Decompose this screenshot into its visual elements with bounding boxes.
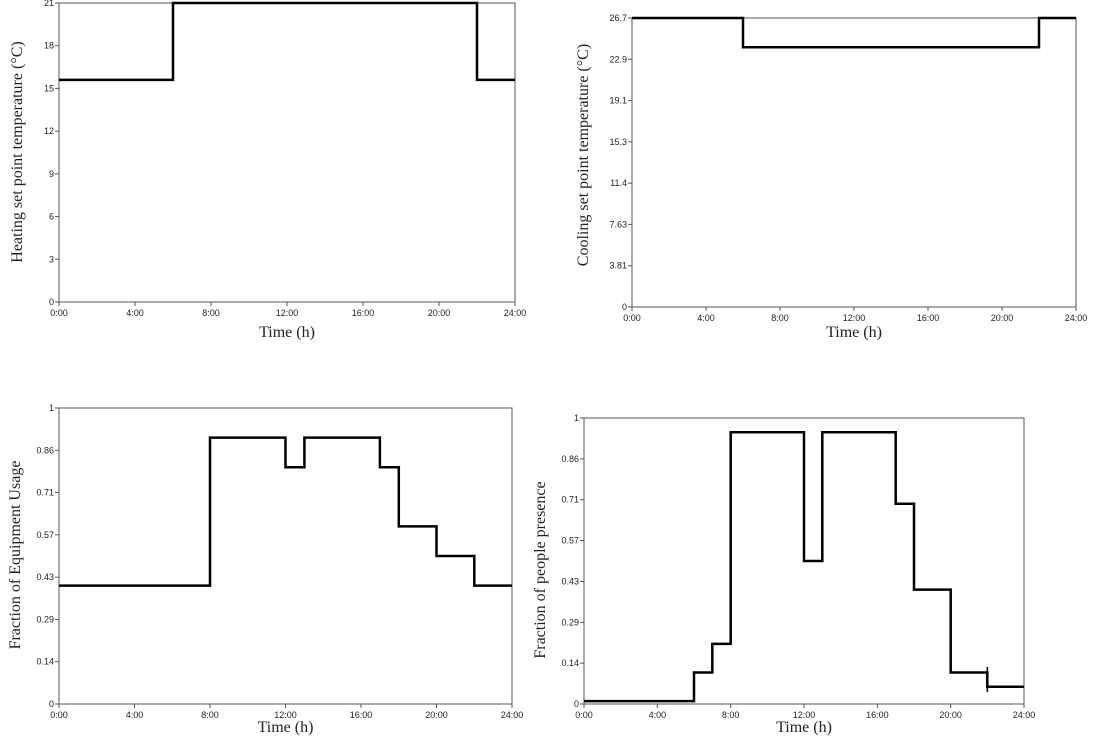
y-tick-label: 7.63 (609, 219, 627, 229)
y-tick-label: 3.81 (609, 261, 627, 271)
y-tick-label: 12 (44, 126, 54, 136)
y-tick-label: 0.43 (36, 572, 54, 582)
y-tick-label: 0.29 (561, 617, 579, 627)
y-tick-label: 0 (49, 297, 54, 307)
y-tick-label: 0 (574, 699, 579, 709)
x-tick-label: 24:00 (504, 308, 527, 318)
x-tick-label: 12:00 (843, 313, 866, 323)
y-tick-label: 0.86 (561, 454, 579, 464)
plot-frame (631, 17, 1077, 308)
y-tick-label: 0.57 (36, 530, 54, 540)
x-tick-label: 20:00 (425, 710, 448, 720)
y-axis-title: Fraction of people presence (532, 481, 549, 658)
chart-2: 0:00 4:00 8:00 12:00 16:00 20:00 24:00 0 3.81 7.6… (575, 13, 1087, 341)
x-tick-label: 0:00 (575, 710, 593, 720)
x-tick-label: 4:00 (126, 308, 144, 318)
y-tick-label: 0.86 (36, 445, 54, 455)
x-tick-label: 8:00 (722, 710, 740, 720)
y-tick-label: 18 (44, 41, 54, 51)
y-tick-label: 21 (44, 0, 54, 8)
chart-1: 0:00 4:00 8:00 12:00 16:00 20:00 24:00 0 3 6 9 12 15… (9, 0, 526, 341)
y-tick-label: 11.4 (610, 178, 627, 188)
x-tick-label: 12:00 (276, 308, 299, 318)
x-tick-label: 16:00 (866, 710, 889, 720)
x-tick-label: 4:00 (126, 710, 144, 720)
y-axis-title: Heating set point temperature (°C) (9, 41, 26, 262)
x-tick-label: 16:00 (917, 313, 940, 323)
y-tick-label: 0.29 (36, 614, 54, 624)
y-tick-label: 0.57 (561, 536, 579, 546)
x-tick-label: 0:00 (623, 313, 641, 323)
y-tick-label: 22.9 (609, 54, 627, 64)
x-tick-label: 24:00 (1013, 710, 1036, 720)
x-tick-label: 4:00 (649, 710, 667, 720)
y-tick-label: 15.3 (609, 137, 627, 147)
y-tick-label: 3 (49, 254, 54, 264)
series-line-1 (584, 431, 1024, 703)
chart-4: 0:00 4:00 8:00 12:00 16:00 20:00 24:00 0 0.14 0.2… (532, 413, 1035, 736)
series-line-1 (59, 436, 512, 587)
x-tick-label: 16:00 (350, 710, 373, 720)
y-tick-label: 0.71 (561, 495, 579, 505)
x-tick-label: 20:00 (428, 308, 451, 318)
series-line-1 (632, 16, 1076, 49)
series-line-1 (59, 1, 515, 82)
chart-3: 0:00 4:00 8:00 12:00 16:00 20:00 24:00 0 0.14 0.2… (7, 403, 523, 736)
x-tick-label: 8:00 (771, 313, 789, 323)
x-tick-label: 20:00 (939, 710, 962, 720)
x-tick-label: 24:00 (501, 710, 524, 720)
y-axis-title: Cooling set point temperature (°C) (575, 44, 592, 266)
y-tick-label: 26.7 (609, 13, 627, 23)
x-tick-label: 12:00 (793, 710, 816, 720)
x-tick-label: 8:00 (201, 710, 219, 720)
x-tick-label: 20:00 (991, 313, 1014, 323)
x-axis-title: Time (h) (776, 719, 832, 736)
y-tick-label: 19.1 (609, 96, 627, 106)
x-axis-title: Time (h) (258, 719, 314, 736)
x-axis-title: Time (h) (826, 324, 882, 341)
y-axis-title: Fraction of Equipment Usage (7, 461, 24, 650)
y-tick-label: 1 (574, 413, 579, 423)
y-tick-label: 0 (49, 699, 54, 709)
x-tick-label: 16:00 (352, 308, 375, 318)
plot-frame (58, 2, 516, 303)
x-tick-label: 24:00 (1065, 313, 1088, 323)
x-tick-label: 4:00 (697, 313, 715, 323)
y-tick-label: 6 (49, 212, 54, 222)
x-tick-label: 8:00 (202, 308, 220, 318)
x-axis-title: Time (h) (259, 324, 315, 341)
x-tick-label: 0:00 (50, 308, 68, 318)
y-tick-label: 15 (44, 83, 54, 93)
y-tick-label: 1 (49, 403, 54, 413)
x-tick-label: 0:00 (50, 710, 68, 720)
y-tick-label: 0.14 (36, 657, 54, 667)
y-tick-label: 0.71 (36, 488, 54, 498)
y-tick-label: 0.14 (561, 658, 579, 668)
y-tick-label: 9 (49, 169, 54, 179)
y-tick-label: 0 (622, 302, 627, 312)
y-tick-label: 0.43 (561, 576, 579, 586)
x-tick-label: 12:00 (274, 710, 297, 720)
